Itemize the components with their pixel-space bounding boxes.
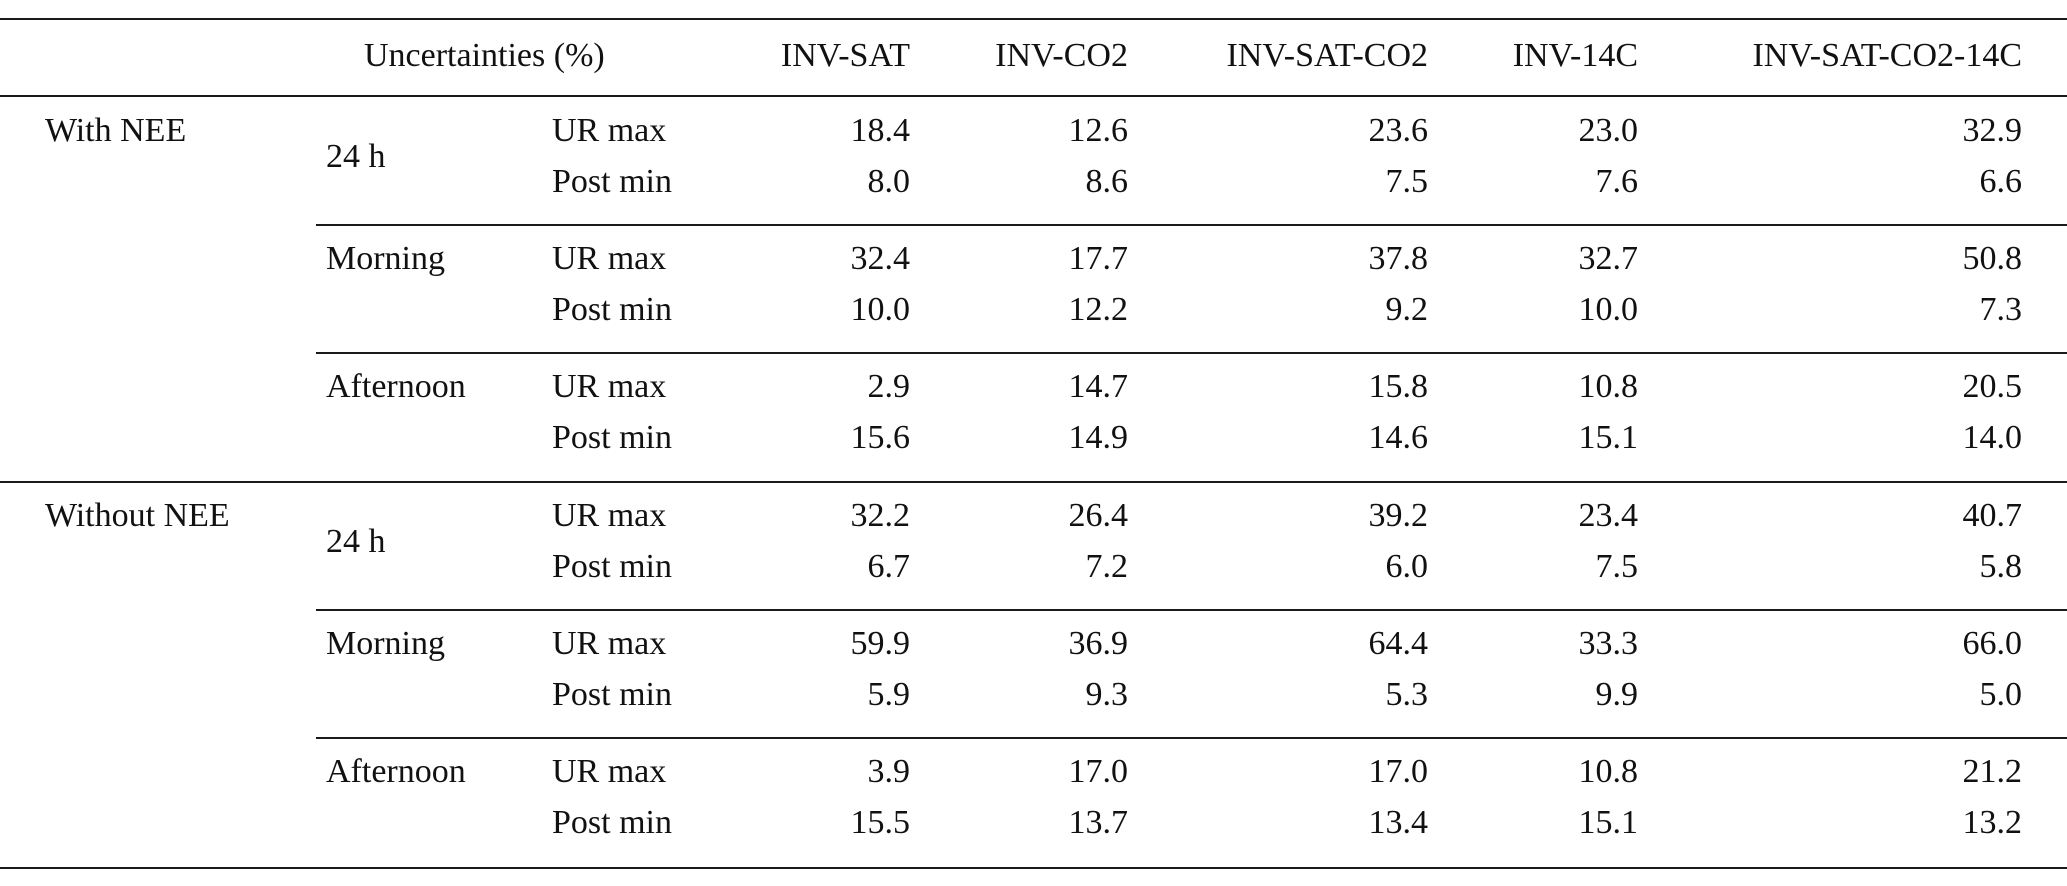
value-cell: 14.7 [1068, 368, 1129, 405]
value-cell: 32.7 [1578, 240, 1639, 277]
value-cell: 5.3 [1385, 676, 1429, 713]
value-cell: 15.5 [850, 804, 911, 841]
period-label: Morning [326, 240, 445, 277]
value-cell: 8.0 [867, 163, 911, 200]
value-cell: 14.0 [1962, 419, 2023, 456]
metric-label: UR max [552, 625, 667, 662]
metric-label: Post min [552, 804, 672, 841]
header-col-3: INV-14C [1512, 37, 1638, 74]
value-cell: 36.9 [1068, 625, 1129, 662]
group-label: Without NEE [45, 497, 230, 534]
period-separator-rule [316, 737, 2067, 739]
value-cell: 17.0 [1068, 753, 1129, 790]
period-label: Morning [326, 625, 445, 662]
value-cell: 5.9 [867, 676, 911, 713]
value-cell: 7.3 [1979, 291, 2023, 328]
value-cell: 39.2 [1368, 497, 1429, 534]
value-cell: 37.8 [1368, 240, 1429, 277]
header-rule [0, 95, 2067, 97]
value-cell: 20.5 [1962, 368, 2023, 405]
value-cell: 66.0 [1962, 625, 2023, 662]
period-label: Afternoon [326, 753, 466, 790]
value-cell: 17.0 [1368, 753, 1429, 790]
period-separator-rule [316, 609, 2067, 611]
value-cell: 9.9 [1595, 676, 1639, 713]
group-label: With NEE [45, 112, 187, 149]
period-separator-rule [316, 352, 2067, 354]
top-rule [0, 18, 2067, 20]
period-separator-rule [316, 224, 2067, 226]
value-cell: 6.7 [867, 548, 911, 585]
value-cell: 40.7 [1962, 497, 2023, 534]
value-cell: 15.6 [850, 419, 911, 456]
metric-label: Post min [552, 163, 672, 200]
value-cell: 6.6 [1979, 163, 2023, 200]
bottom-rule [0, 867, 2067, 869]
value-cell: 3.9 [867, 753, 911, 790]
header-col-4: INV-SAT-CO2-14C [1752, 37, 2022, 74]
value-cell: 23.6 [1368, 112, 1429, 149]
value-cell: 7.5 [1595, 548, 1639, 585]
metric-label: UR max [552, 368, 667, 405]
value-cell: 2.9 [867, 368, 911, 405]
header-col-1: INV-CO2 [995, 37, 1128, 74]
value-cell: 10.8 [1578, 368, 1639, 405]
value-cell: 9.3 [1085, 676, 1129, 713]
value-cell: 14.6 [1368, 419, 1429, 456]
value-cell: 5.8 [1979, 548, 2023, 585]
value-cell: 33.3 [1578, 625, 1639, 662]
value-cell: 13.7 [1068, 804, 1129, 841]
metric-label: Post min [552, 419, 672, 456]
value-cell: 15.1 [1578, 804, 1639, 841]
value-cell: 23.4 [1578, 497, 1639, 534]
value-cell: 26.4 [1068, 497, 1129, 534]
value-cell: 6.0 [1385, 548, 1429, 585]
metric-label: UR max [552, 753, 667, 790]
period-label: 24 h [326, 523, 386, 560]
period-label: 24 h [326, 138, 386, 175]
metric-label: Post min [552, 676, 672, 713]
value-cell: 59.9 [850, 625, 911, 662]
metric-label: Post min [552, 291, 672, 328]
value-cell: 32.2 [850, 497, 911, 534]
value-cell: 12.2 [1068, 291, 1129, 328]
value-cell: 23.0 [1578, 112, 1639, 149]
group-separator-rule [0, 481, 2067, 483]
value-cell: 7.2 [1085, 548, 1129, 585]
value-cell: 12.6 [1068, 112, 1129, 149]
header-uncertainties: Uncertainties (%) [364, 37, 605, 74]
value-cell: 50.8 [1962, 240, 2023, 277]
value-cell: 32.9 [1962, 112, 2023, 149]
period-label: Afternoon [326, 368, 466, 405]
metric-label: UR max [552, 240, 667, 277]
value-cell: 9.2 [1385, 291, 1429, 328]
value-cell: 15.8 [1368, 368, 1429, 405]
value-cell: 64.4 [1368, 625, 1429, 662]
value-cell: 15.1 [1578, 419, 1639, 456]
value-cell: 5.0 [1979, 676, 2023, 713]
value-cell: 10.8 [1578, 753, 1639, 790]
value-cell: 32.4 [850, 240, 911, 277]
value-cell: 8.6 [1085, 163, 1129, 200]
value-cell: 18.4 [850, 112, 911, 149]
metric-label: UR max [552, 497, 667, 534]
value-cell: 10.0 [1578, 291, 1639, 328]
value-cell: 13.4 [1368, 804, 1429, 841]
value-cell: 21.2 [1962, 753, 2023, 790]
header-col-0: INV-SAT [780, 37, 910, 74]
value-cell: 14.9 [1068, 419, 1129, 456]
value-cell: 10.0 [850, 291, 911, 328]
value-cell: 7.5 [1385, 163, 1429, 200]
value-cell: 17.7 [1068, 240, 1129, 277]
value-cell: 7.6 [1595, 163, 1639, 200]
metric-label: Post min [552, 548, 672, 585]
metric-label: UR max [552, 112, 667, 149]
value-cell: 13.2 [1962, 804, 2023, 841]
header-col-2: INV-SAT-CO2 [1226, 37, 1428, 74]
